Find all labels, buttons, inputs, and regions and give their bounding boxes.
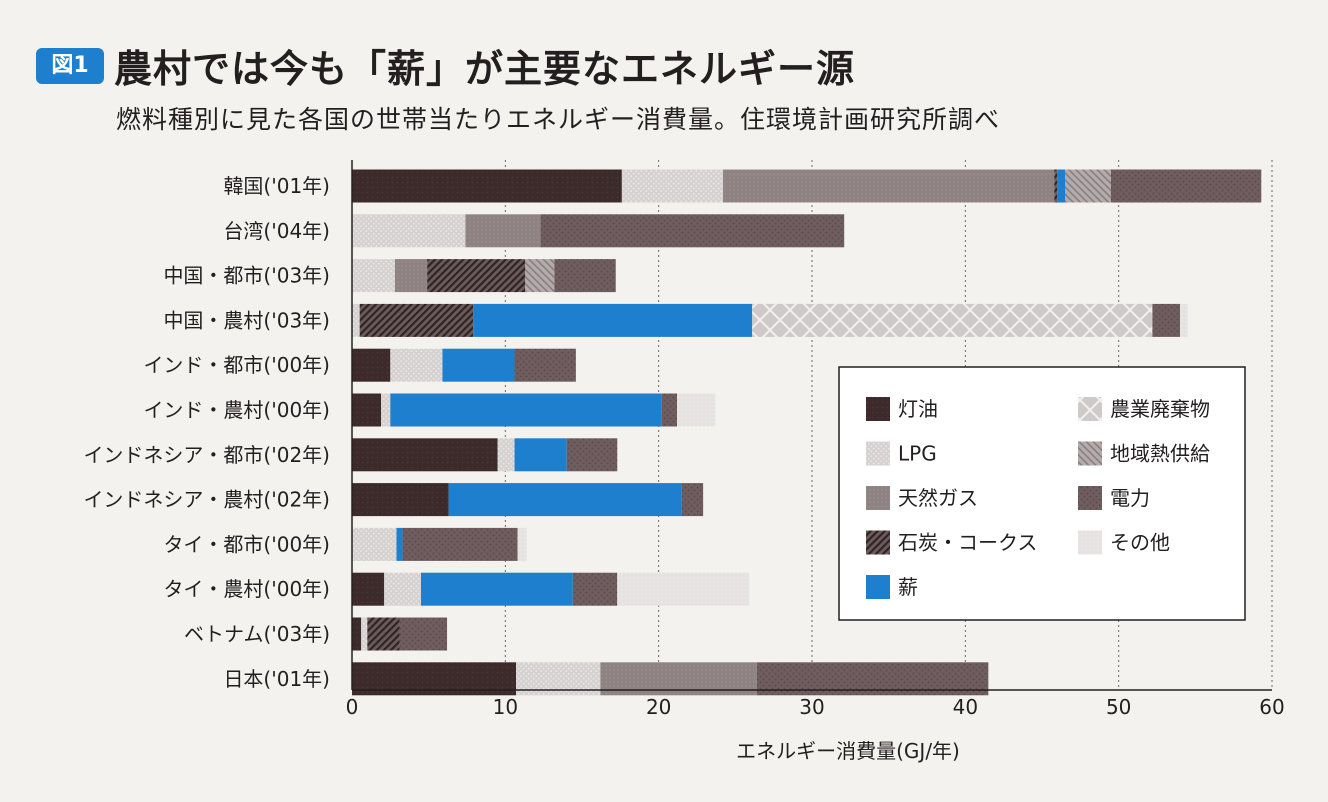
category-label-5: インド・農村('00年) [143, 398, 330, 422]
bar-coal-2 [427, 259, 526, 293]
legend-label-lpg: LPG [898, 442, 937, 466]
legend-swatch-district_heating [1078, 441, 1102, 466]
bar-electricity-7 [681, 483, 704, 517]
x-tick-label-60: 60 [1259, 695, 1284, 719]
category-label-8: タイ・都市('00年) [163, 532, 330, 556]
bar-firewood-6 [514, 438, 567, 472]
legend-label-other: その他 [1110, 531, 1170, 555]
bar-electricity-8 [402, 527, 518, 561]
axes: 0 10 20 30 40 50 60 エネルギー消費量(GJ/年) [346, 160, 1285, 763]
bar-other-5 [677, 393, 716, 427]
bar-other-8 [517, 527, 527, 561]
bar-electricity-5 [661, 393, 678, 427]
category-label-6: インドネシア・都市('02年) [83, 443, 330, 467]
legend-swatch-lpg [866, 441, 890, 466]
bar-lpg-2 [352, 259, 395, 293]
bar-district_heating-0 [1065, 169, 1111, 203]
legend-box [838, 366, 1246, 621]
legend-swatch-firewood [866, 575, 890, 599]
bar-firewood-3 [473, 303, 753, 337]
bar-kerosene-4 [352, 348, 391, 382]
category-label-0: 韓国('01年) [223, 174, 330, 198]
bar-lpg-6 [497, 438, 515, 472]
legend-swatch-electricity [1078, 486, 1102, 510]
x-axis-title: エネルギー消費量(GJ/年) [736, 739, 960, 763]
legend-swatch-coal [866, 530, 890, 555]
bar-electricity-2 [554, 259, 616, 293]
bar-electricity-6 [566, 438, 618, 472]
legend-label-natural_gas: 天然ガス [898, 486, 978, 510]
category-label-2: 中国・都市('03年) [163, 264, 330, 288]
bar-lpg-3 [352, 303, 360, 337]
legend-swatch-other [1078, 530, 1102, 555]
legend-label-electricity: 電力 [1110, 486, 1150, 510]
bar-natural_gas-2 [394, 259, 428, 293]
bar-coal-0 [1054, 169, 1058, 203]
bar-electricity-9 [572, 572, 618, 606]
legend-label-agri_waste: 農業廃棄物 [1110, 397, 1210, 421]
legend-label-coal: 石炭・コークス [898, 531, 1037, 555]
legend-swatch-kerosene [866, 397, 890, 421]
bar-firewood-7 [448, 483, 682, 517]
bar-kerosene-0 [352, 169, 622, 203]
bar-coal-10 [367, 617, 400, 651]
x-tick-label-10: 10 [493, 695, 518, 719]
bar-kerosene-6 [352, 438, 498, 472]
figure-subtitle: 燃料種別に見た各国の世帯当たりエネルギー消費量。住環境計画研究所調べ [116, 105, 1001, 134]
figure-badge: 図1 [36, 48, 104, 84]
bar-kerosene-5 [352, 393, 382, 427]
bar-lpg-9 [384, 572, 421, 606]
figure-title: 農村では今も「薪」が主要なエネルギー源 [114, 47, 856, 91]
legend-label-district_heating: 地域熱供給 [1110, 442, 1210, 466]
bar-natural_gas-0 [723, 169, 1055, 203]
category-label-9: タイ・農村('00年) [163, 577, 330, 601]
category-label-11: 日本('01年) [223, 667, 330, 691]
x-tick-label-50: 50 [1106, 695, 1131, 719]
category-label-7: インドネシア・農村('02年) [83, 488, 330, 512]
bar-firewood-5 [390, 393, 662, 427]
bar-firewood-8 [396, 527, 403, 561]
bar-lpg-0 [621, 169, 724, 203]
x-tick-label-40: 40 [953, 695, 978, 719]
category-labels: 韓国('01年) 台湾('04年) 中国・都市('03年) 中国・農村('03年) イン… [83, 174, 330, 691]
bar-other-3 [1180, 303, 1188, 337]
category-label-3: 中国・農村('03年) [163, 308, 330, 332]
bar-electricity-0 [1111, 169, 1262, 203]
bar-kerosene-10 [352, 617, 362, 651]
x-tick-label-20: 20 [646, 695, 671, 719]
bar-kerosene-7 [352, 483, 449, 517]
legend-swatch-agri_waste [1078, 397, 1102, 421]
category-label-1: 台湾('04年) [223, 219, 330, 243]
x-tick-label-30: 30 [799, 695, 824, 719]
legend-swatch-natural_gas [866, 486, 890, 510]
category-label-10: ベトナム('03年) [184, 622, 330, 646]
bar-electricity-1 [540, 214, 845, 248]
bar-coal-3 [359, 303, 474, 337]
bar-electricity-3 [1152, 303, 1180, 337]
category-label-4: インド・都市('00年) [143, 353, 330, 377]
bar-firewood-9 [421, 572, 573, 606]
bar-electricity-10 [399, 617, 448, 651]
bar-agri_waste-3 [752, 303, 1153, 337]
bar-lpg-10 [361, 617, 368, 651]
bar-kerosene-9 [352, 572, 385, 606]
legend-label-kerosene: 灯油 [898, 397, 938, 421]
bar-lpg-8 [352, 527, 397, 561]
bar-lpg-4 [390, 348, 443, 382]
bar-electricity-4 [514, 348, 576, 382]
bar-other-9 [617, 572, 750, 606]
bar-firewood-4 [442, 348, 515, 382]
bar-firewood-0 [1057, 169, 1065, 203]
bar-lpg-5 [381, 393, 391, 427]
legend-label-firewood: 薪 [898, 575, 918, 599]
bar-lpg-1 [352, 214, 466, 248]
x-tick-label-0: 0 [346, 695, 359, 719]
bar-natural_gas-1 [465, 214, 541, 248]
bar-district_heating-2 [525, 259, 555, 293]
